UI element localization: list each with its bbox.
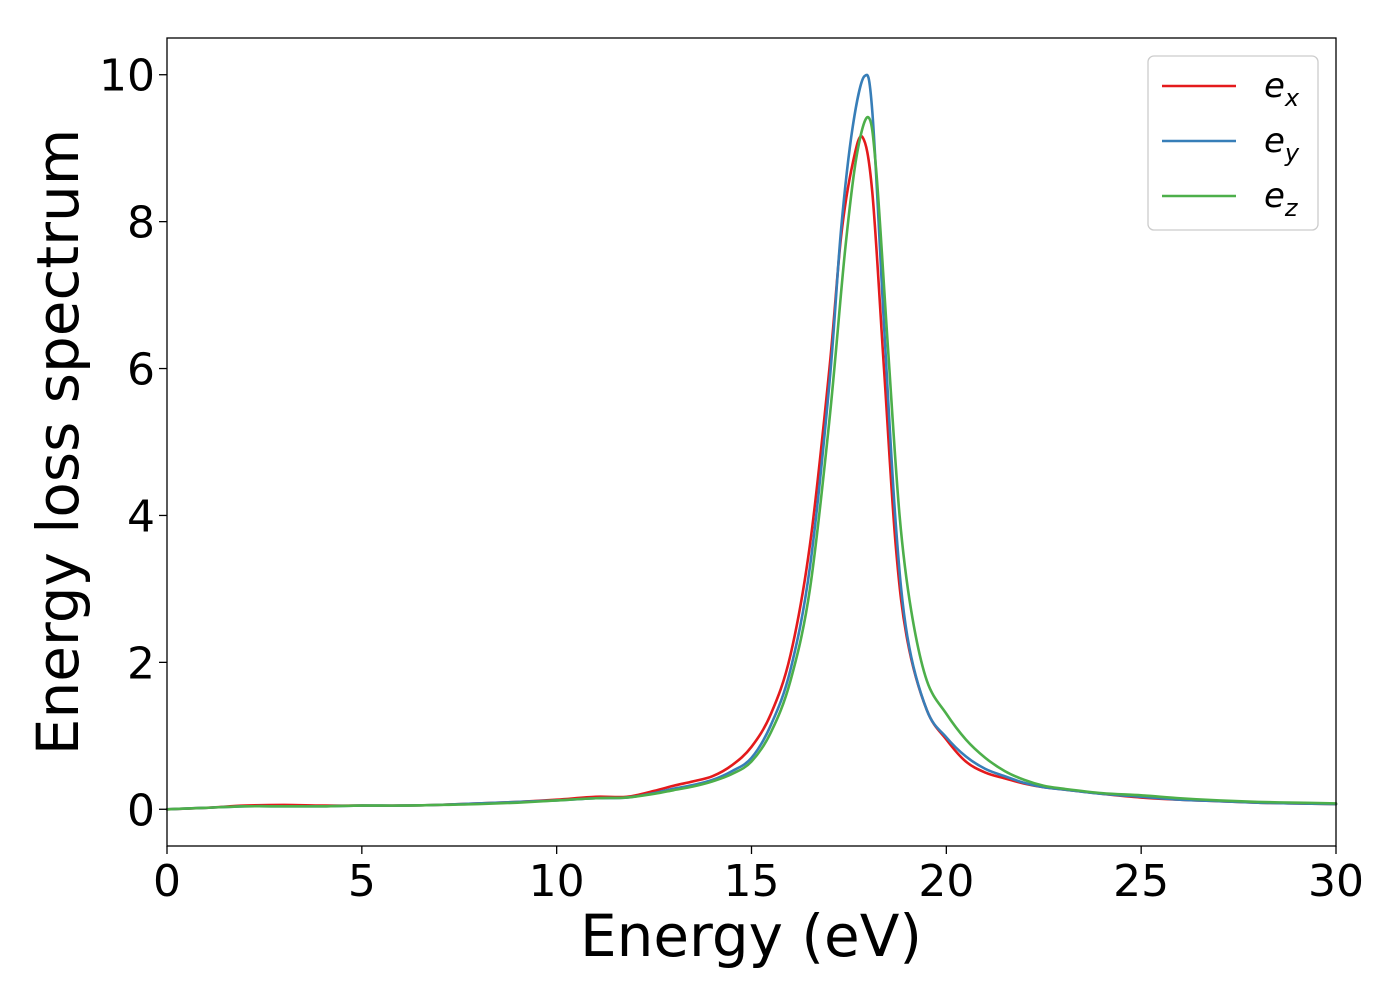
- x-tick-label: 0: [153, 856, 181, 907]
- x-tick-label: 25: [1113, 856, 1169, 907]
- legend-box: [1147, 55, 1319, 231]
- y-tick-label: 8: [127, 198, 155, 249]
- x-tick-label: 20: [918, 856, 974, 907]
- y-tick-label: 10: [99, 51, 155, 102]
- x-axis-ticks: 0 5 10 15 20 25 30: [153, 846, 1364, 907]
- series-line-e-z: [165, 116, 1338, 811]
- y-tick-label: 4: [127, 491, 155, 542]
- legend-label-subscript: x: [1284, 84, 1300, 112]
- legend-label-subscript: z: [1284, 194, 1299, 222]
- y-tick-label: 6: [127, 345, 155, 396]
- legend-label-subscript: y: [1284, 139, 1300, 167]
- x-tick-label: 15: [724, 856, 780, 907]
- x-tick-label: 10: [529, 856, 585, 907]
- x-axis-title: Energy (eV): [580, 902, 922, 970]
- x-tick-label: 5: [348, 856, 376, 907]
- x-tick-label: 30: [1308, 856, 1364, 907]
- plot-background: [167, 38, 1336, 846]
- y-tick-label: 0: [127, 785, 155, 836]
- y-axis-ticks: 0 2 4 6 8 10: [99, 51, 167, 836]
- y-tick-label: 2: [127, 638, 155, 689]
- series-layer: [165, 73, 1338, 811]
- y-axis-title: Energy loss spectrum: [24, 129, 92, 755]
